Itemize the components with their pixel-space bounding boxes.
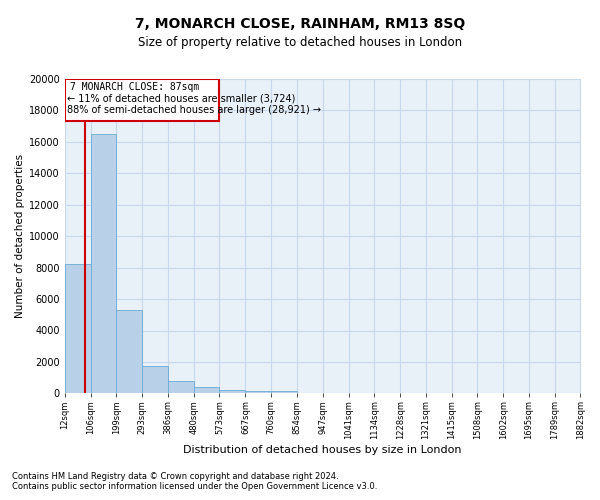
Text: Size of property relative to detached houses in London: Size of property relative to detached ho… (138, 36, 462, 49)
Bar (65, 79, 220, 122)
Text: 7, MONARCH CLOSE, RAINHAM, RM13 8SQ: 7, MONARCH CLOSE, RAINHAM, RM13 8SQ (135, 18, 465, 32)
Bar (271, 392, 297, 394)
Text: ← 11% of detached houses are smaller (3,724): ← 11% of detached houses are smaller (3,… (67, 93, 296, 103)
X-axis label: Distribution of detached houses by size in London: Distribution of detached houses by size … (184, 445, 462, 455)
Y-axis label: Number of detached properties: Number of detached properties (15, 154, 25, 318)
Bar (220, 390, 245, 394)
Bar (168, 381, 194, 394)
Bar (245, 390, 271, 394)
Text: Contains public sector information licensed under the Open Government Licence v3: Contains public sector information licen… (12, 482, 377, 491)
Bar (194, 388, 220, 394)
Bar (116, 310, 142, 394)
Bar (91, 134, 116, 394)
Bar (65, 264, 91, 394)
Text: Contains HM Land Registry data © Crown copyright and database right 2024.: Contains HM Land Registry data © Crown c… (12, 472, 338, 481)
Text: 7 MONARCH CLOSE: 87sqm: 7 MONARCH CLOSE: 87sqm (70, 82, 199, 92)
Bar (142, 366, 168, 394)
Text: 88% of semi-detached houses are larger (28,921) →: 88% of semi-detached houses are larger (… (67, 105, 322, 115)
